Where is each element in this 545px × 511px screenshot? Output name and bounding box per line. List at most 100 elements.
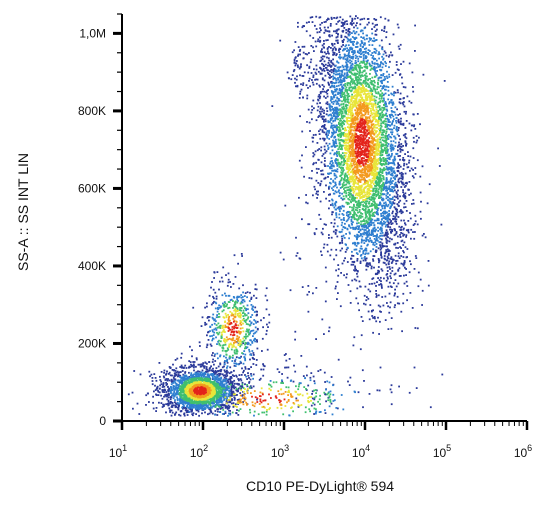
- scatter-point: [305, 84, 308, 87]
- scatter-point: [371, 309, 373, 312]
- scatter-point: [337, 66, 339, 69]
- scatter-point: [353, 210, 356, 213]
- scatter-point: [299, 90, 302, 93]
- scatter-point: [327, 71, 329, 74]
- scatter-point: [330, 204, 332, 206]
- scatter-point: [402, 122, 405, 125]
- scatter-point: [214, 369, 217, 372]
- scatter-point: [341, 115, 343, 117]
- scatter-point: [386, 220, 389, 222]
- scatter-point: [380, 185, 383, 188]
- scatter-point: [315, 411, 317, 414]
- scatter-point: [399, 138, 401, 141]
- scatter-point: [246, 346, 249, 349]
- scatter-point: [389, 257, 392, 260]
- scatter-point: [350, 22, 353, 25]
- scatter-point: [210, 345, 213, 347]
- scatter-point: [249, 385, 252, 388]
- scatter-point: [331, 187, 333, 190]
- scatter-point: [414, 173, 417, 175]
- scatter-point: [378, 185, 381, 188]
- scatter-point: [247, 308, 249, 311]
- scatter-point: [360, 233, 363, 236]
- scatter-point: [330, 236, 333, 239]
- scatter-point: [180, 396, 183, 399]
- scatter-point: [335, 17, 338, 20]
- scatter-point: [402, 264, 405, 267]
- scatter-point: [371, 218, 374, 221]
- scatter-point: [323, 40, 325, 42]
- scatter-point: [168, 371, 171, 374]
- scatter-point: [323, 131, 326, 134]
- scatter-point: [328, 200, 331, 202]
- scatter-point: [229, 394, 232, 397]
- scatter-point: [175, 393, 178, 396]
- scatter-point: [397, 282, 400, 285]
- scatter-point: [180, 385, 183, 388]
- scatter-point: [177, 372, 180, 374]
- scatter-point: [318, 31, 321, 33]
- scatter-point: [230, 385, 233, 388]
- scatter-point: [341, 85, 344, 88]
- scatter-point: [338, 80, 341, 83]
- scatter-point: [313, 398, 316, 401]
- scatter-point: [365, 34, 368, 37]
- scatter-point: [320, 146, 323, 149]
- scatter-point: [374, 70, 377, 73]
- scatter-point: [377, 266, 380, 268]
- scatter-point: [208, 319, 210, 322]
- scatter-point: [359, 285, 361, 288]
- scatter-point: [397, 155, 400, 157]
- scatter-point: [363, 48, 366, 50]
- scatter-point: [183, 367, 185, 369]
- scatter-point: [371, 62, 374, 65]
- scatter-point: [400, 175, 403, 177]
- scatter-point: [177, 390, 179, 392]
- scatter-point: [350, 57, 353, 60]
- scatter-point: [302, 84, 304, 86]
- scatter-point: [410, 237, 412, 240]
- scatter-point: [319, 218, 322, 220]
- scatter-point: [356, 253, 359, 255]
- scatter-point: [344, 186, 346, 189]
- scatter-point: [320, 161, 323, 164]
- scatter-point: [394, 113, 397, 116]
- scatter-point: [190, 379, 193, 382]
- scatter-point: [342, 184, 344, 187]
- scatter-point: [375, 285, 377, 287]
- scatter-point: [294, 64, 297, 67]
- scatter-point: [333, 94, 335, 97]
- scatter-point: [296, 60, 298, 62]
- scatter-point: [377, 53, 380, 56]
- scatter-point: [282, 413, 285, 416]
- scatter-point: [393, 92, 395, 95]
- scatter-point: [341, 110, 344, 113]
- scatter-point: [249, 411, 252, 414]
- scatter-point: [208, 375, 210, 378]
- scatter-point: [399, 43, 402, 46]
- scatter-point: [179, 400, 182, 403]
- scatter-point: [254, 320, 257, 323]
- scatter-point: [199, 403, 202, 406]
- scatter-point: [376, 213, 378, 215]
- scatter-point: [252, 377, 254, 380]
- scatter-point: [380, 69, 382, 72]
- scatter-point: [336, 35, 339, 38]
- scatter-point: [404, 195, 407, 198]
- scatter-point: [386, 125, 389, 128]
- scatter-point: [365, 264, 368, 267]
- scatter-point: [347, 217, 350, 220]
- scatter-point: [244, 374, 246, 376]
- scatter-point: [351, 69, 354, 72]
- scatter-point: [340, 103, 343, 106]
- scatter-point: [365, 237, 367, 239]
- scatter-point: [389, 179, 392, 182]
- scatter-point: [242, 401, 244, 403]
- scatter-point: [390, 92, 393, 95]
- scatter-point: [391, 196, 394, 199]
- scatter-point: [385, 36, 388, 39]
- scatter-point: [315, 68, 318, 71]
- scatter-point: [348, 39, 350, 41]
- scatter-point: [335, 145, 337, 148]
- scatter-point: [313, 153, 316, 156]
